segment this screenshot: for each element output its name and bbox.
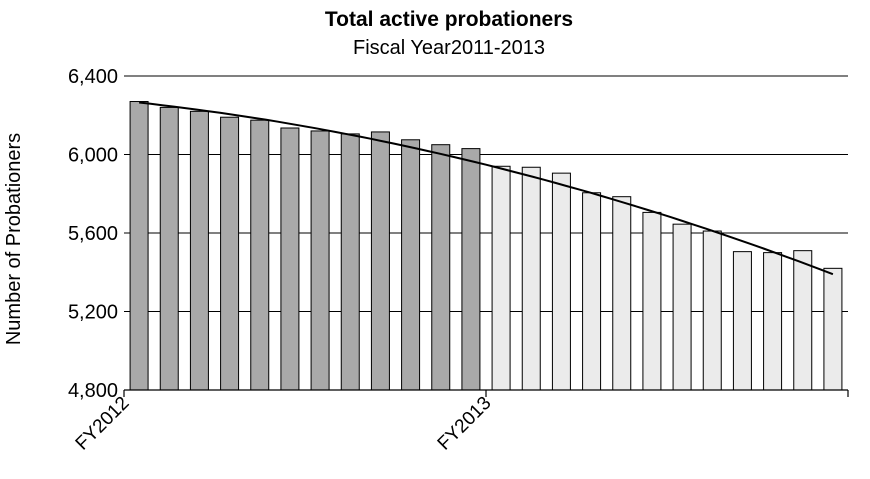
y-tick-label: 6,400	[68, 66, 118, 88]
y-tick-label: 5,600	[68, 223, 118, 245]
bar-fy2013	[793, 250, 813, 391]
bar-fy2012	[159, 106, 179, 391]
y-tick-labels: 4,800 5,200 5,600 6,000 6,400	[68, 66, 118, 402]
bar-fy2013	[702, 230, 722, 391]
bar-fy2013	[612, 196, 632, 391]
bar-fy2012	[310, 130, 330, 391]
bar-fy2013	[732, 251, 752, 391]
bar-fy2012	[370, 131, 390, 391]
bar-fy2012	[129, 101, 149, 391]
y-tick-label: 6,000	[68, 145, 118, 167]
bar-fy2013	[521, 166, 541, 391]
bar-fy2012	[189, 110, 209, 391]
bar-fy2012	[461, 148, 481, 391]
trend-line	[138, 101, 834, 276]
y-axis-label: Number of Probationers	[3, 133, 25, 345]
bar-fy2013	[642, 211, 662, 391]
chart-title: Total active probationers	[325, 8, 573, 31]
bar-fy2012	[401, 139, 421, 391]
y-tick-label: 5,200	[68, 302, 118, 324]
bar-fy2013	[672, 223, 692, 391]
chart-subtitle: Fiscal Year2011-2013	[353, 37, 545, 59]
bar-fy2012	[280, 127, 300, 391]
gridlines	[124, 75, 848, 312]
x-tick-label: FY2013	[434, 393, 496, 455]
bar-fy2013	[551, 172, 571, 391]
bars	[129, 101, 843, 391]
bar-fy2013	[763, 252, 783, 391]
bar-fy2013	[491, 165, 511, 391]
y-tick-label: 4,800	[68, 380, 118, 402]
bar-fy2012	[431, 144, 451, 391]
bar-fy2012	[340, 133, 360, 391]
bar-fy2012	[220, 116, 240, 391]
bar-fy2013	[582, 192, 602, 391]
bar-fy2012	[250, 119, 270, 391]
bar-fy2013	[823, 267, 843, 391]
x-ticks: FY2012 FY2013	[72, 390, 849, 455]
